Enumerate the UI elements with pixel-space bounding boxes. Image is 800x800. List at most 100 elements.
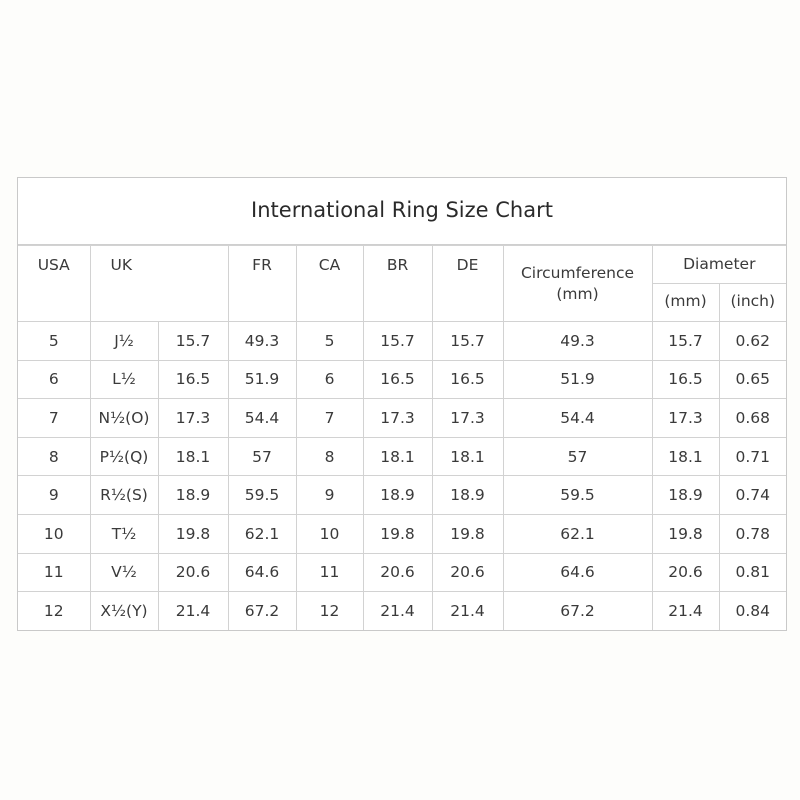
table-row: 6 L½ 16.5 51.9 6 16.5 16.5 51.9 16.5 0.65 (18, 359, 787, 400)
cell-uk-mm: 18.9 (157, 475, 229, 515)
cell-de: 21.4 (431, 591, 504, 630)
cell-usa: 5 (18, 321, 91, 361)
cell-usa: 7 (18, 398, 91, 438)
cell-br: 18.9 (362, 475, 433, 515)
cell-uk-mm: 16.5 (157, 359, 229, 400)
cell-br: 17.3 (362, 398, 433, 438)
header-diameter-mm: (mm) (652, 283, 720, 322)
cell-usa: 10 (18, 513, 91, 554)
cell-circumference-mm: 62.1 (502, 513, 653, 554)
cell-br: 21.4 (362, 591, 433, 630)
cell-ca: 5 (295, 321, 364, 361)
table-row: 8 P½(Q) 18.1 57 8 18.1 18.1 57 18.1 0.71 (18, 436, 787, 477)
cell-fr: 57 (227, 436, 297, 477)
cell-diameter-inch: 0.68 (718, 398, 787, 438)
cell-diameter-mm: 21.4 (651, 591, 720, 630)
cell-circumference-mm: 57 (502, 436, 653, 477)
cell-uk-mm: 15.7 (157, 321, 229, 361)
cell-uk: X½(Y) (89, 591, 159, 630)
cell-br: 16.5 (362, 359, 433, 400)
cell-de: 19.8 (431, 513, 504, 554)
cell-de: 17.3 (431, 398, 504, 438)
cell-circumference-mm: 59.5 (502, 475, 653, 515)
cell-fr: 67.2 (227, 591, 297, 630)
cell-diameter-mm: 18.1 (651, 436, 720, 477)
cell-uk-mm: 21.4 (157, 591, 229, 630)
cell-diameter-inch: 0.71 (718, 436, 787, 477)
header-de: DE (431, 245, 504, 322)
cell-usa: 6 (18, 359, 91, 400)
cell-usa: 9 (18, 475, 91, 515)
header-diameter-inch: (inch) (718, 283, 787, 322)
cell-diameter-inch: 0.81 (718, 552, 787, 593)
header-br: BR (362, 245, 433, 322)
cell-circumference-mm: 51.9 (502, 359, 653, 400)
header-circumference: Circumference (mm) (502, 245, 653, 322)
cell-uk: L½ (89, 359, 159, 400)
cell-br: 15.7 (362, 321, 433, 361)
cell-uk-mm: 18.1 (157, 436, 229, 477)
cell-uk: P½(Q) (89, 436, 159, 477)
cell-circumference-mm: 64.6 (502, 552, 653, 593)
ring-size-chart: International Ring Size Chart USA UK FR … (17, 177, 787, 631)
cell-ca: 7 (295, 398, 364, 438)
table-row: 10 T½ 19.8 62.1 10 19.8 19.8 62.1 19.8 0.78 (18, 513, 787, 554)
cell-ca: 10 (295, 513, 364, 554)
cell-fr: 62.1 (227, 513, 297, 554)
cell-ca: 11 (295, 552, 364, 593)
cell-circumference-mm: 49.3 (502, 321, 653, 361)
cell-diameter-mm: 15.7 (651, 321, 720, 361)
cell-diameter-inch: 0.62 (718, 321, 787, 361)
cell-uk: V½ (89, 552, 159, 593)
table-row: 5 J½ 15.7 49.3 5 15.7 15.7 49.3 15.7 0.62 (18, 321, 787, 361)
cell-fr: 64.6 (227, 552, 297, 593)
cell-br: 18.1 (362, 436, 433, 477)
cell-uk: N½(O) (89, 398, 159, 438)
chart-title: International Ring Size Chart (18, 178, 786, 245)
cell-uk: R½(S) (89, 475, 159, 515)
cell-diameter-mm: 19.8 (651, 513, 720, 554)
cell-br: 19.8 (362, 513, 433, 554)
table-row: 7 N½(O) 17.3 54.4 7 17.3 17.3 54.4 17.3 0.68 (18, 398, 787, 438)
cell-usa: 11 (18, 552, 91, 593)
header-usa: USA (18, 245, 91, 322)
cell-fr: 49.3 (227, 321, 297, 361)
cell-ca: 12 (295, 591, 364, 630)
cell-ca: 6 (295, 359, 364, 400)
cell-circumference-mm: 54.4 (502, 398, 653, 438)
cell-uk: T½ (89, 513, 159, 554)
cell-uk: J½ (89, 321, 159, 361)
cell-uk-mm: 20.6 (157, 552, 229, 593)
cell-circumference-mm: 67.2 (502, 591, 653, 630)
header-diameter: Diameter (651, 245, 787, 284)
cell-de: 20.6 (431, 552, 504, 593)
cell-diameter-mm: 20.6 (651, 552, 720, 593)
cell-diameter-inch: 0.74 (718, 475, 787, 515)
table-row: 11 V½ 20.6 64.6 11 20.6 20.6 64.6 20.6 0.81 (18, 552, 787, 593)
table-row: 9 R½(S) 18.9 59.5 9 18.9 18.9 59.5 18.9 0.74 (18, 475, 787, 515)
cell-diameter-inch: 0.65 (718, 359, 787, 400)
cell-diameter-mm: 16.5 (651, 359, 720, 400)
cell-de: 18.1 (431, 436, 504, 477)
ring-size-table: USA UK FR CA BR DE Circumference (mm) Di… (18, 245, 787, 630)
header-uk: UK (89, 245, 229, 322)
cell-uk-mm: 19.8 (157, 513, 229, 554)
cell-ca: 9 (295, 475, 364, 515)
cell-de: 16.5 (431, 359, 504, 400)
cell-usa: 8 (18, 436, 91, 477)
table-row: 12 X½(Y) 21.4 67.2 12 21.4 21.4 67.2 21.4 0.84 (18, 591, 787, 630)
header-fr: FR (227, 245, 297, 322)
cell-diameter-mm: 18.9 (651, 475, 720, 515)
table-body: 5 J½ 15.7 49.3 5 15.7 15.7 49.3 15.7 0.62 6 L½ 16.5 5… (18, 321, 787, 630)
cell-fr: 51.9 (227, 359, 297, 400)
cell-de: 18.9 (431, 475, 504, 515)
cell-diameter-inch: 0.84 (718, 591, 787, 630)
cell-diameter-inch: 0.78 (718, 513, 787, 554)
cell-br: 20.6 (362, 552, 433, 593)
cell-uk-mm: 17.3 (157, 398, 229, 438)
header-circumference-unit: (mm) (556, 284, 599, 303)
cell-fr: 59.5 (227, 475, 297, 515)
header-ca: CA (295, 245, 364, 322)
cell-fr: 54.4 (227, 398, 297, 438)
cell-ca: 8 (295, 436, 364, 477)
